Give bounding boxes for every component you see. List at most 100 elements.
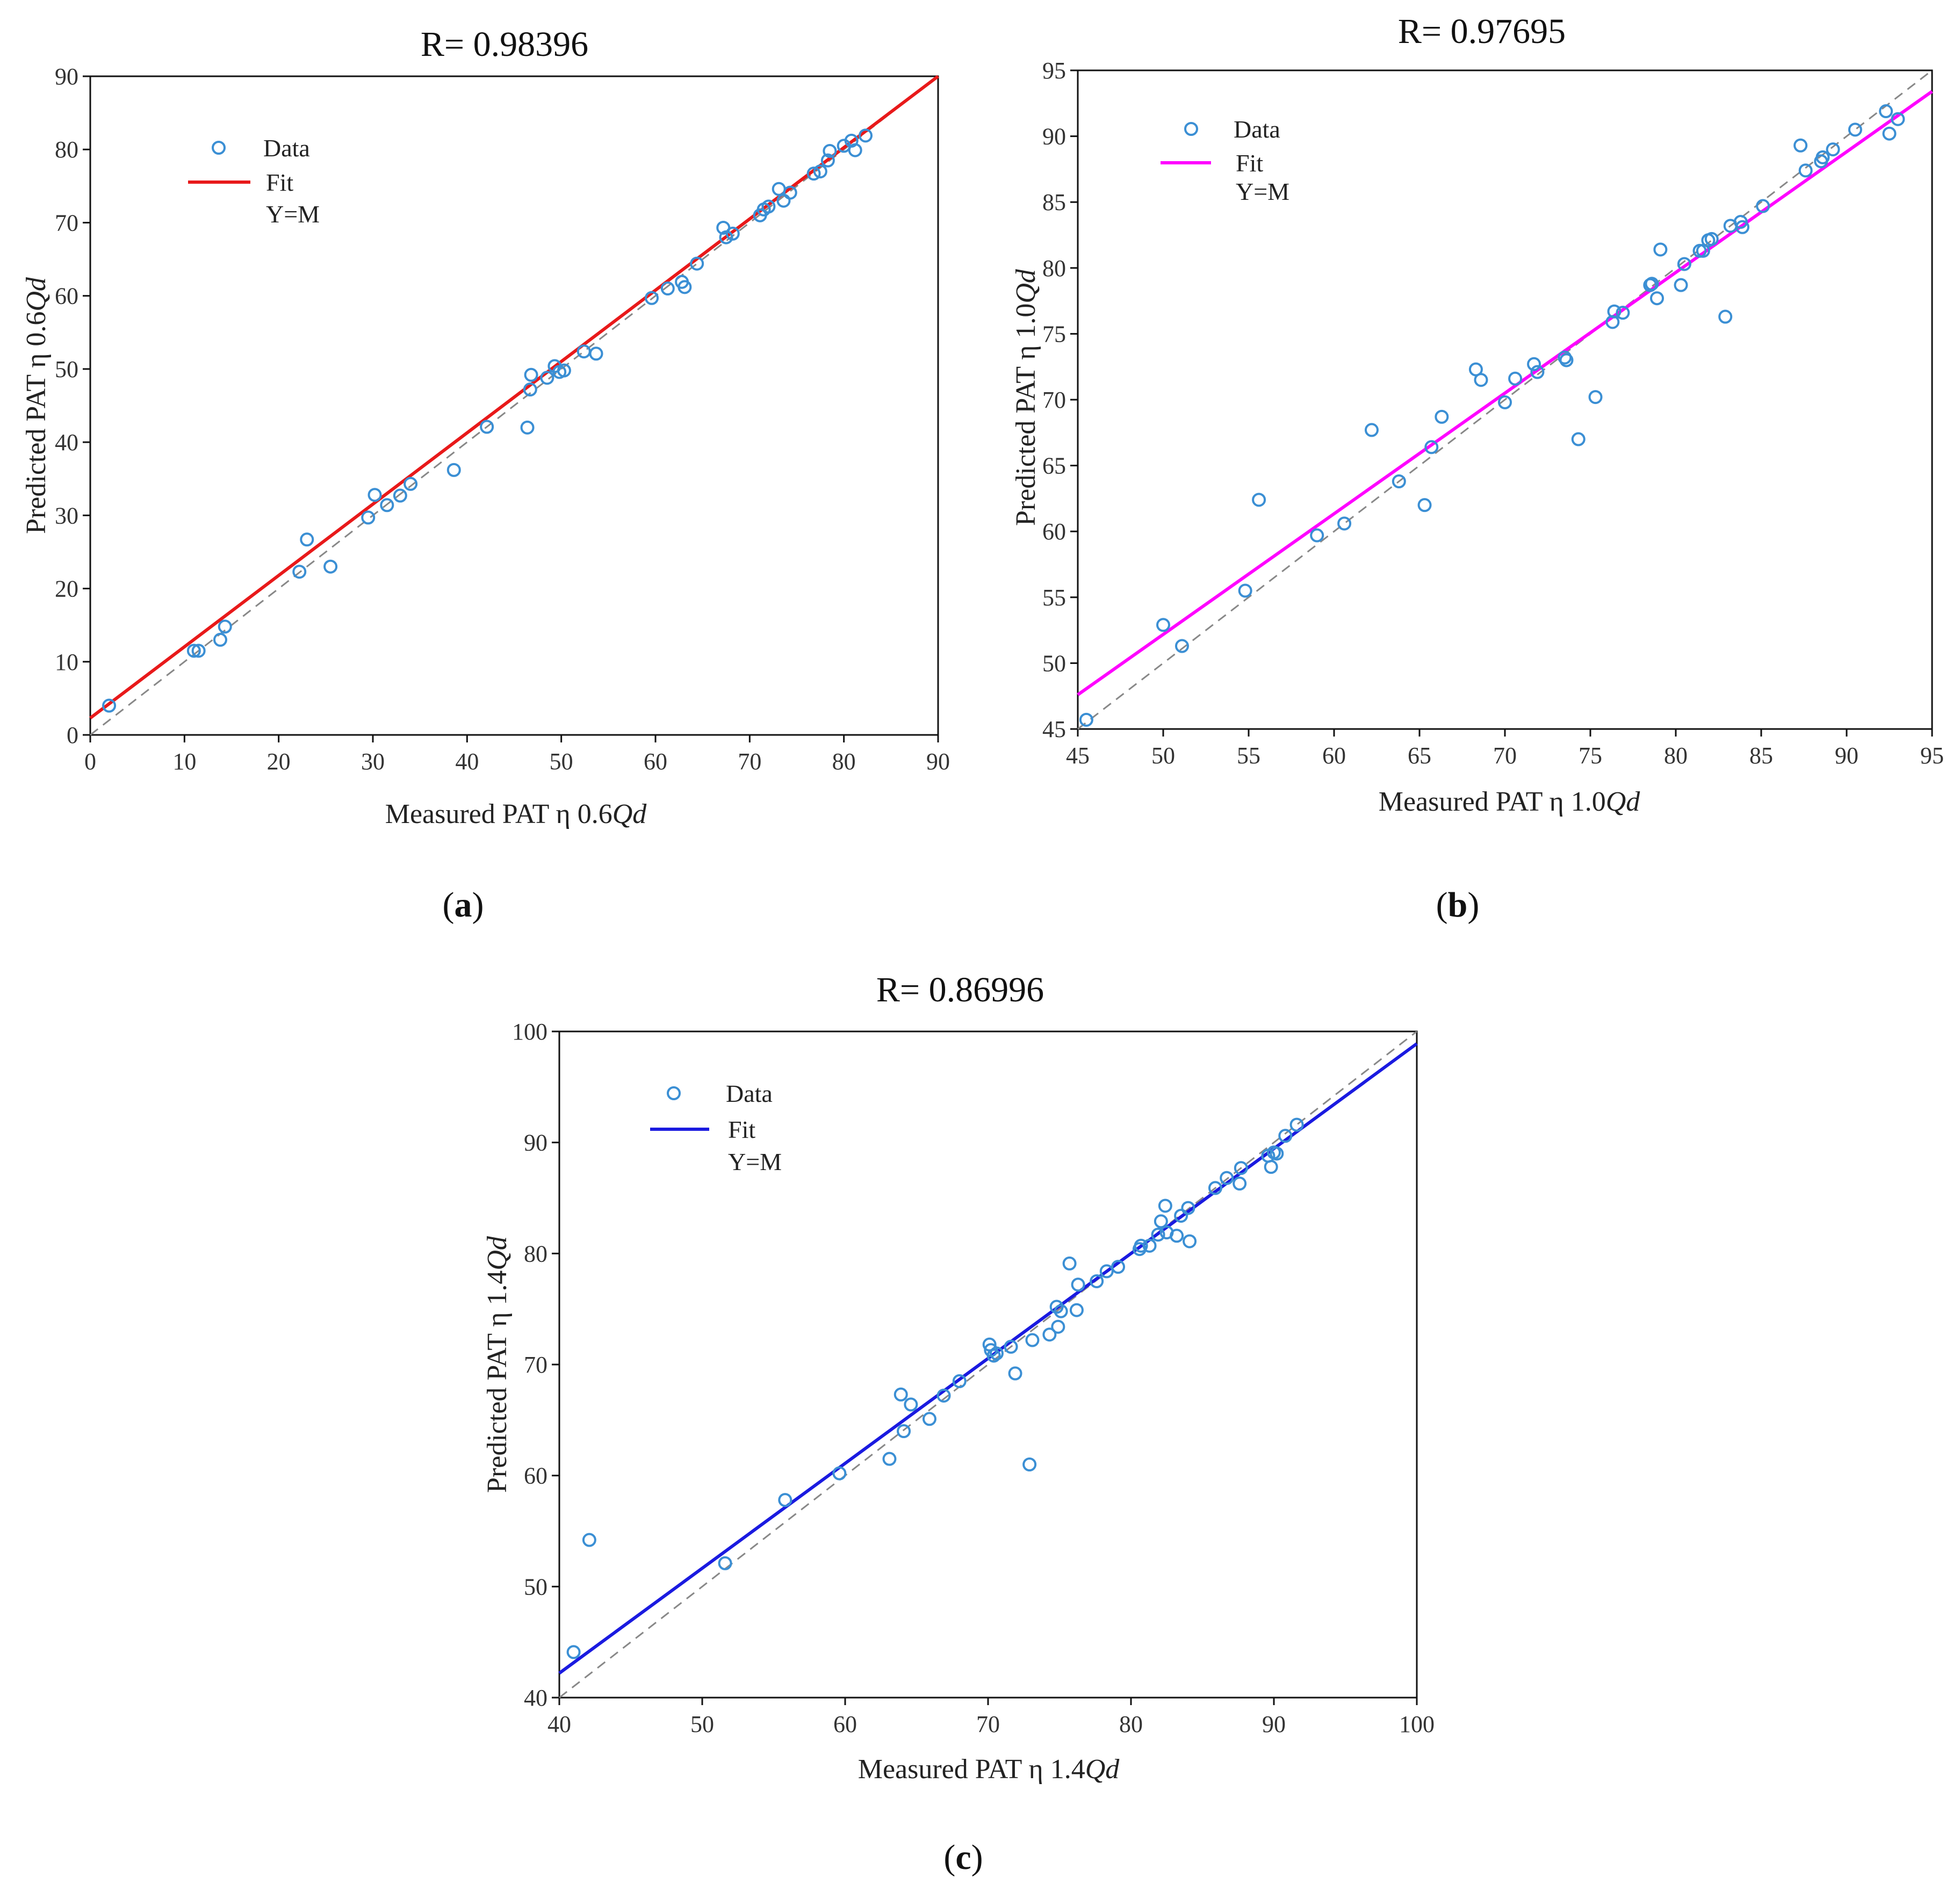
- data-point: [952, 1374, 967, 1388]
- data-point: [1793, 138, 1808, 153]
- data-point: [1645, 277, 1659, 291]
- data-point: [380, 498, 394, 513]
- legend-label-ref: Y=M: [1236, 178, 1289, 205]
- legend-label-data: Data: [1234, 116, 1280, 143]
- x-tick-label: 40: [547, 1711, 571, 1737]
- data-point: [1735, 220, 1750, 234]
- data-point: [1238, 583, 1252, 598]
- y-tick-label: 65: [1042, 453, 1066, 479]
- data-point: [1042, 1327, 1057, 1342]
- data-point: [989, 1346, 1004, 1361]
- x-tick-label: 60: [1322, 742, 1346, 769]
- data-point: [1718, 309, 1733, 324]
- legend-label-data: Data: [726, 1080, 773, 1107]
- y-tick-label: 100: [512, 1019, 547, 1045]
- x-tick-label: 85: [1749, 742, 1773, 769]
- data-point: [1071, 1277, 1085, 1292]
- x-tick-label: 70: [976, 1711, 1000, 1737]
- x-tick-label: 20: [267, 748, 291, 775]
- data-point: [218, 619, 232, 634]
- data-point: [1008, 1366, 1022, 1381]
- data-point: [323, 559, 338, 574]
- data-point: [1049, 1300, 1064, 1314]
- data-point: [191, 644, 206, 658]
- x-tick-label: 80: [1119, 1711, 1143, 1737]
- data-point: [589, 347, 603, 361]
- y-tick-label: 95: [1042, 57, 1066, 84]
- caption-c: (c): [943, 1838, 983, 1877]
- y-tick-label: 90: [1042, 124, 1066, 150]
- data-point: [1174, 1209, 1188, 1223]
- legend-label-ref: Y=M: [266, 200, 320, 228]
- reference-line: [559, 1030, 1417, 1699]
- data-point: [1392, 474, 1406, 489]
- data-point: [1054, 1304, 1068, 1318]
- data-point: [1174, 639, 1189, 653]
- data-point: [1424, 440, 1439, 454]
- y-tick-label: 30: [55, 502, 78, 529]
- data-point: [1882, 126, 1897, 141]
- data-point: [1674, 278, 1688, 292]
- x-tick-label: 50: [690, 1711, 714, 1737]
- y-tick-label: 60: [1042, 518, 1066, 545]
- y-tick-label: 80: [1042, 255, 1066, 282]
- data-point: [806, 167, 821, 181]
- data-point: [761, 199, 776, 214]
- x-axis-label: Measured PAT η 0.6Qd: [385, 799, 647, 829]
- x-tick-label: 50: [550, 748, 573, 775]
- data-point: [292, 565, 307, 579]
- y-tick-label: 70: [55, 210, 78, 236]
- x-tick-label: 90: [1262, 1711, 1286, 1737]
- data-point: [725, 226, 740, 241]
- y-tick-label: 45: [1042, 716, 1066, 742]
- data-point: [1156, 618, 1170, 632]
- legend-label-fit: Fit: [1236, 149, 1263, 177]
- data-point: [566, 1645, 581, 1659]
- y-tick-label: 70: [1042, 387, 1066, 413]
- data-point: [1111, 1260, 1126, 1274]
- caption-b: (b): [1436, 885, 1480, 925]
- x-tick-label: 45: [1066, 742, 1090, 769]
- data-point: [1234, 1161, 1248, 1175]
- y-tick-label: 10: [55, 649, 78, 675]
- reference-line-y-equals-m: [559, 1030, 1417, 1699]
- fit-line: [89, 75, 939, 720]
- data-points: [102, 128, 873, 713]
- axis-ticks: 40 50 60 70 80 90 100 40 50 60 70 80 90 100: [512, 1019, 1435, 1737]
- legend-marker-data: [1184, 122, 1198, 136]
- fit-line-segment: [89, 75, 939, 720]
- data-point: [1183, 1234, 1197, 1248]
- data-point: [1559, 353, 1574, 367]
- x-tick-label: 70: [738, 748, 761, 775]
- data-point: [848, 143, 862, 157]
- data-point: [1337, 516, 1352, 531]
- x-tick-label: 70: [1493, 742, 1517, 769]
- fit-line-segment: [1077, 90, 1933, 696]
- data-point: [1154, 1214, 1168, 1229]
- y-tick-label: 60: [524, 1463, 547, 1489]
- data-point: [1653, 242, 1668, 257]
- x-tick-label: 90: [926, 748, 950, 775]
- data-point: [820, 153, 835, 168]
- data-point: [644, 291, 659, 305]
- data-point: [1417, 498, 1432, 513]
- data-point: [523, 382, 537, 397]
- y-tick-label: 60: [55, 283, 78, 309]
- data-point: [690, 256, 704, 271]
- data-point: [367, 488, 382, 502]
- y-tick-label: 75: [1042, 321, 1066, 347]
- legend: Data Fit Y=M: [1161, 116, 1289, 205]
- x-tick-label: 60: [644, 748, 667, 775]
- y-tick-label: 85: [1042, 189, 1066, 215]
- x-axis-label: Measured PAT η 1.0Qd: [1379, 786, 1641, 817]
- x-tick-label: 65: [1408, 742, 1431, 769]
- data-point: [1289, 1117, 1304, 1132]
- data-point: [403, 477, 418, 491]
- y-axis-label: Predicted PAT η 0.6Qd: [21, 277, 52, 534]
- data-point: [1815, 150, 1830, 164]
- data-point: [893, 1387, 908, 1402]
- data-points: [1079, 104, 1905, 727]
- x-tick-label: 30: [361, 748, 385, 775]
- data-point: [1090, 1274, 1104, 1288]
